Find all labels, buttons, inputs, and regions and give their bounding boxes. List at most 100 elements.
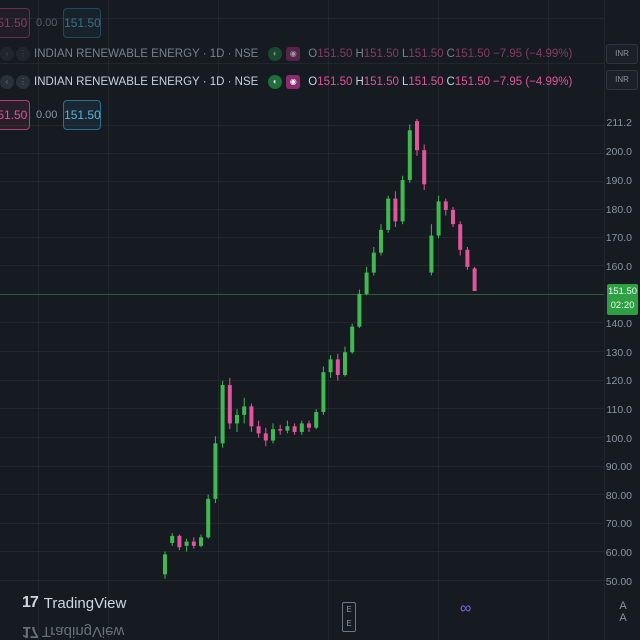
sell-button[interactable]: 151.50 [0, 100, 30, 130]
candle-body[interactable] [227, 385, 232, 424]
change-value: −7.95 (−4.99%) [493, 76, 573, 88]
low-key: L [401, 76, 409, 88]
candle-body[interactable] [271, 429, 275, 441]
grid-line [0, 380, 605, 381]
candle-body[interactable] [350, 326, 355, 353]
symbol-title[interactable]: INDIAN RENEWABLE ENERGY · 1D · NSE [34, 76, 259, 88]
axis-tick: 120.0 [605, 375, 632, 387]
high-value: 151.50 [363, 76, 399, 88]
candle-body[interactable] [184, 541, 189, 546]
buy-button[interactable]: 151.50 [63, 100, 102, 130]
axis-tick: 140.0 [605, 318, 632, 330]
bar-countdown: 02:20 [610, 300, 635, 311]
trade-row: 151.50 0.00 151.50 [0, 100, 102, 130]
grid-line [0, 18, 605, 19]
candle-body[interactable] [400, 180, 405, 222]
eye-icon[interactable]: ◉ [286, 75, 301, 89]
current-price-value: 151.50 [607, 286, 638, 297]
candle-body[interactable] [220, 385, 225, 444]
high-key: H [355, 76, 364, 88]
currency-button[interactable]: INR [606, 70, 638, 90]
ghost-open-value: 151.50 [317, 48, 353, 60]
candle-body[interactable] [314, 412, 319, 428]
grid-line [0, 466, 605, 467]
grid-line [108, 0, 109, 640]
axis-tick: 110.0 [606, 404, 633, 416]
grid-line [38, 0, 39, 640]
candle-body[interactable] [371, 252, 376, 273]
candle-body[interactable] [163, 554, 167, 575]
candle-body[interactable] [343, 352, 347, 376]
candle-body[interactable] [379, 229, 383, 253]
leaf-icon[interactable]: ◐ [268, 75, 283, 89]
current-price-tag: 151.50 02:20 [607, 284, 638, 315]
tradingview-brand: TradingView [43, 594, 127, 612]
ghost-collapse-icon: ‹ [0, 47, 14, 61]
close-value: 151.50 [454, 76, 491, 88]
axis-tick: 180.0 [605, 204, 632, 216]
current-price-line [0, 294, 605, 295]
symbol-legend[interactable]: ‹ ⋮ INDIAN RENEWABLE ENERGY · 1D · NSE ◐… [0, 71, 572, 93]
grid-line [0, 153, 605, 154]
candle-body[interactable] [451, 209, 455, 225]
mirrored-brand: TradingView [41, 623, 125, 640]
collapse-icon[interactable]: ‹ [0, 75, 14, 89]
candle-body[interactable] [263, 433, 268, 441]
candle-body[interactable] [364, 272, 369, 294]
candle-body[interactable] [206, 498, 211, 538]
candle-body[interactable] [357, 293, 362, 327]
ghost-low-key: L [401, 48, 409, 60]
grid-line [548, 0, 549, 640]
candle-body[interactable] [199, 537, 203, 546]
candle-body[interactable] [235, 414, 239, 424]
candle-body[interactable] [285, 426, 290, 431]
candle-body[interactable] [170, 535, 175, 543]
grid-line [0, 125, 605, 126]
ghost-leaf-icon: ◐ [268, 47, 283, 61]
candle-body[interactable] [443, 201, 448, 210]
candle-body[interactable] [422, 150, 427, 185]
candle-body[interactable] [458, 224, 463, 250]
candle-body[interactable] [177, 535, 182, 548]
candle-body[interactable] [328, 359, 333, 373]
ghost-menu-icon: ⋮ [16, 47, 30, 61]
open-value: 151.50 [317, 76, 353, 88]
candle-body[interactable] [415, 121, 419, 151]
currency-button-ghost[interactable]: INR [606, 44, 638, 64]
candle-body[interactable] [321, 372, 326, 413]
candle-body[interactable] [292, 426, 297, 432]
candle-body[interactable] [393, 198, 398, 222]
grid-line [438, 0, 439, 640]
candle-body[interactable] [278, 429, 283, 431]
grid-line [0, 265, 605, 266]
link-icon[interactable]: ∞ [460, 600, 472, 617]
candle-body[interactable] [472, 268, 477, 292]
price-axis[interactable]: INR INR 211.2 200.0 190.0 180.0 170.0 16… [604, 0, 640, 640]
axis-tick: 190.0 [605, 175, 632, 187]
candle-body[interactable] [335, 359, 340, 376]
candle-body[interactable] [307, 423, 311, 428]
candle-body[interactable] [429, 235, 434, 273]
candle-body[interactable] [256, 426, 261, 434]
candle-body[interactable] [407, 130, 412, 181]
candle-body[interactable] [213, 443, 218, 499]
candle-body[interactable] [242, 406, 247, 415]
ghost-buy-price: 151.50 [63, 8, 102, 38]
candle-body[interactable] [436, 201, 441, 236]
candle-body[interactable] [299, 423, 304, 432]
axis-tick: 211.2 [606, 117, 633, 129]
grid-line [0, 63, 605, 64]
axis-tick: 70.00 [605, 518, 632, 530]
axis-tick: 100.0 [605, 433, 632, 445]
ghost-high-value: 151.50 [363, 48, 399, 60]
candlestick-chart[interactable] [0, 0, 605, 640]
candle-body[interactable] [465, 249, 470, 267]
candle-body[interactable] [249, 406, 254, 427]
more-menu-icon[interactable]: ⋮ [16, 75, 30, 89]
candle-body[interactable] [191, 541, 196, 546]
ghost-change-value: −7.95 (−4.99%) [493, 48, 573, 60]
candle-body[interactable] [386, 198, 391, 230]
